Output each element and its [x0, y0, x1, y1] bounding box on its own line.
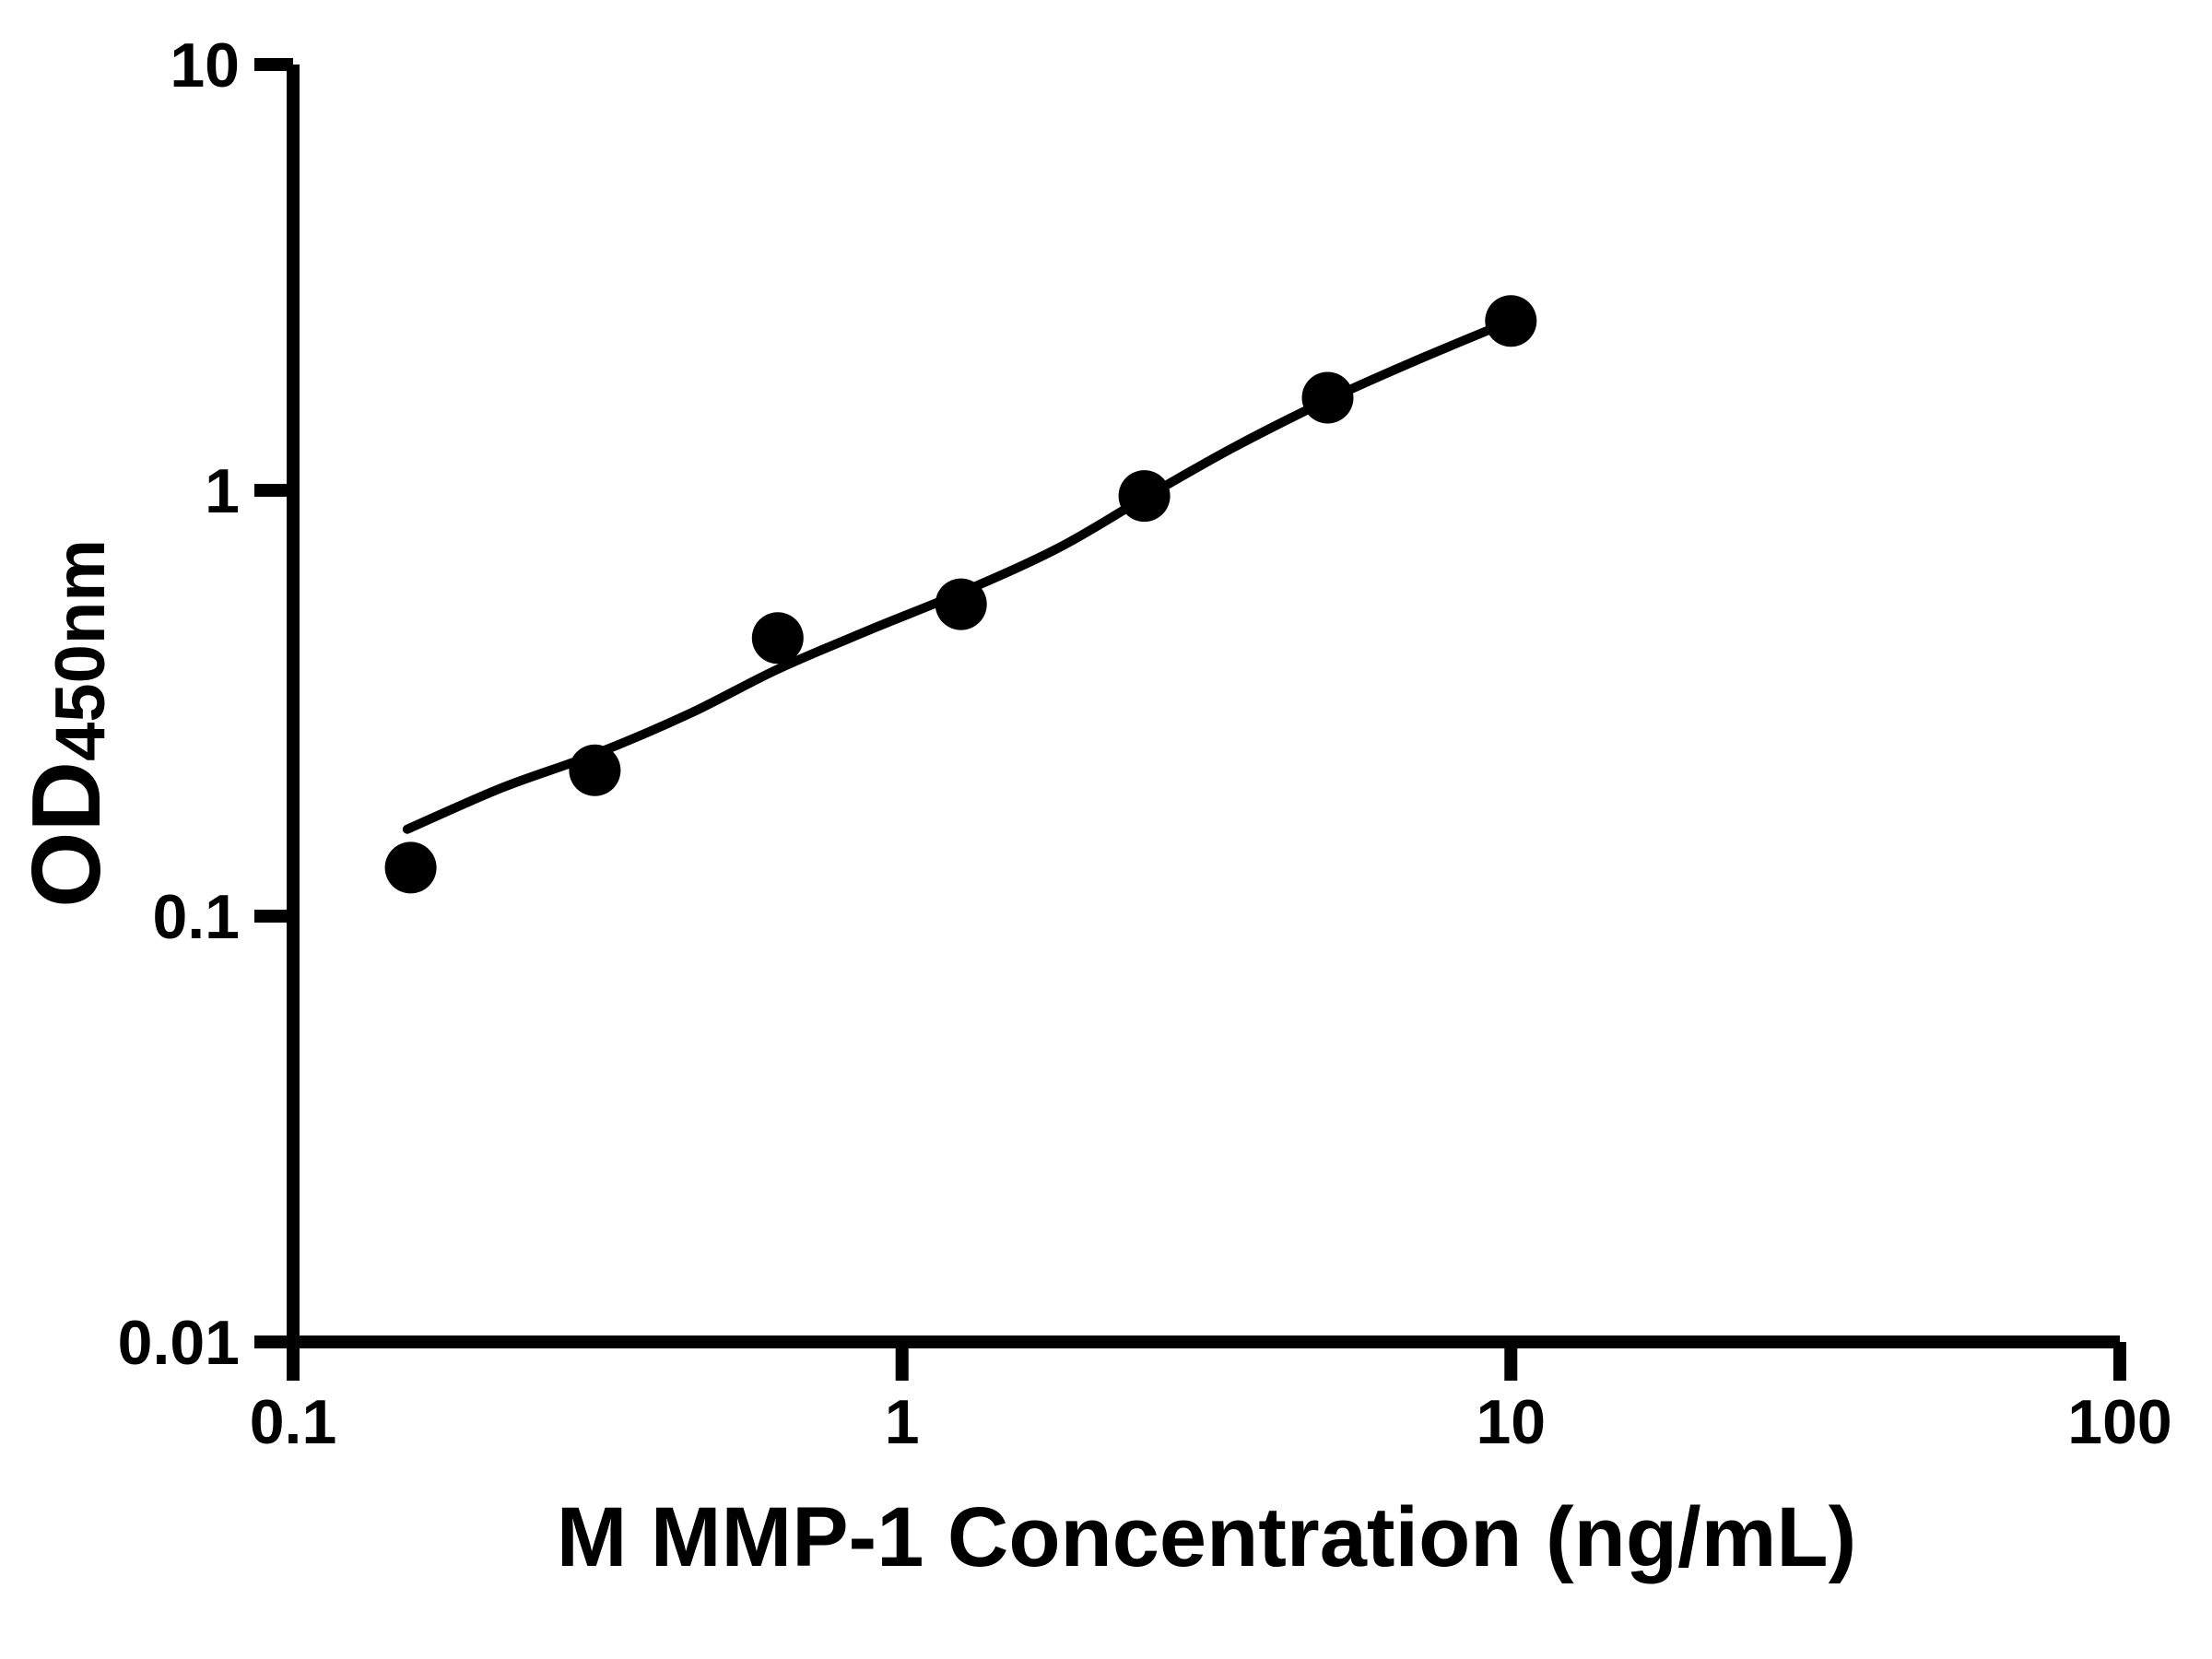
data-point-x-0.625	[751, 612, 804, 665]
y-axis-title-main: OD	[12, 760, 121, 908]
y-tick-label-0.01: 0.01	[118, 1308, 240, 1378]
y-axis-title-subscript: 450nm	[41, 539, 120, 761]
axis-spines	[287, 65, 2120, 1348]
x-axis-title-text: M MMP-1 Concentration (ng/mL)	[556, 1490, 1857, 1584]
data-point-x-5	[1301, 371, 1354, 424]
y-tick-label-10: 10	[170, 30, 240, 100]
data-point-x-10	[1485, 295, 1537, 347]
data-point-x-2.5	[1118, 470, 1171, 523]
x-tick-label-1: 1	[885, 1387, 920, 1457]
y-tick-label-0.1: 0.1	[152, 882, 240, 952]
x-axis-title: M MMP-1 Concentration (ng/mL)	[293, 1489, 2120, 1587]
x-tick-label-100: 100	[2067, 1387, 2171, 1457]
x-tick-label-10: 10	[1476, 1387, 1546, 1457]
data-point-x-0.313	[569, 744, 621, 796]
y-tick-label-1: 1	[205, 456, 240, 526]
data-point-x-0.156	[384, 841, 437, 894]
y-axis-title: OD450nm	[12, 539, 121, 908]
x-tick-label-0.1: 0.1	[250, 1387, 337, 1457]
data-point-x-1.25	[935, 578, 987, 630]
